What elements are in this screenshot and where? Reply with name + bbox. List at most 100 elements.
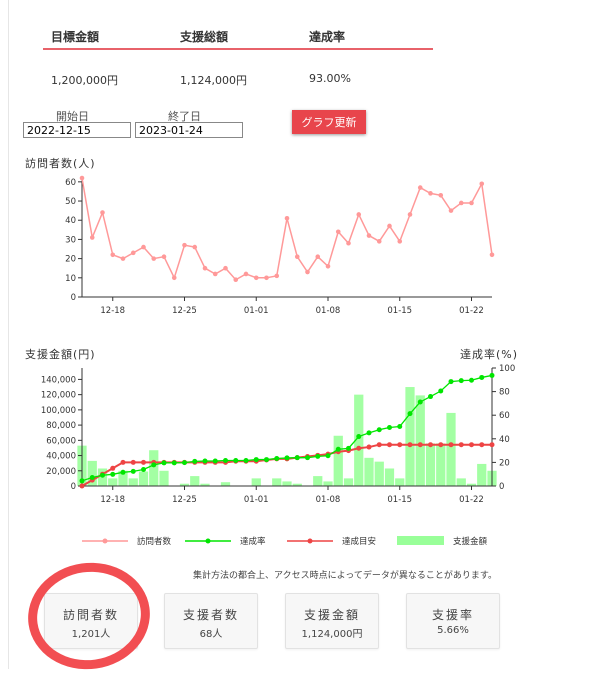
rate-point — [458, 378, 464, 384]
amount-bar — [436, 443, 446, 486]
visitors-point — [243, 271, 249, 277]
visitors-point — [438, 192, 444, 198]
visitors-point — [315, 254, 321, 259]
target-point — [130, 459, 136, 465]
target-point — [417, 442, 423, 448]
amount-bar — [415, 395, 425, 486]
card-visitors[interactable]: 訪問者数 1,201人 — [44, 593, 138, 649]
amount-bar — [477, 463, 487, 486]
y-tick-label: 40 — [65, 216, 76, 226]
aggregation-note: 集計方法の都合上、アクセス時点によってデータが異なることがあります。 — [193, 571, 497, 581]
x-tick-label: 01-08 — [316, 306, 341, 316]
amount-bar — [354, 394, 364, 486]
rate-point — [397, 424, 403, 430]
target-point — [356, 445, 362, 451]
visitors-point — [397, 239, 403, 244]
y2-tick-label: 0 — [499, 482, 504, 492]
visitors-point — [79, 175, 85, 181]
update-graph-button[interactable]: グラフ更新 — [292, 110, 366, 134]
rate-point — [305, 455, 310, 461]
visitors-point — [469, 200, 474, 206]
amount-bar — [108, 478, 118, 486]
visitors-point — [171, 275, 177, 281]
y-tick-label: 0 — [71, 293, 76, 303]
rate-point — [130, 468, 136, 474]
rate-point — [192, 458, 198, 464]
visitors-point — [284, 216, 290, 221]
x-tick-label: 01-22 — [459, 495, 484, 505]
chart-legend: 訪問者数 達成率 達成目安 支援金額 — [82, 536, 488, 547]
rate-point — [325, 453, 331, 459]
rate-point — [233, 458, 239, 464]
amount-bar — [374, 461, 384, 486]
rate-point — [387, 424, 392, 430]
visitors-point — [325, 263, 331, 269]
x-tick-label: 01-01 — [244, 306, 269, 316]
rate-point — [469, 377, 474, 383]
rate-point — [120, 469, 126, 475]
rate-point — [438, 388, 444, 394]
rate-point — [141, 466, 146, 472]
rate-point — [212, 458, 218, 464]
amount-bar — [138, 471, 149, 486]
end-date-label: 終了日 — [168, 110, 201, 123]
rate-point — [284, 455, 290, 461]
y2-tick-label: 20 — [499, 458, 510, 468]
visitors-point — [120, 256, 126, 261]
visitors-point — [202, 265, 208, 271]
visitors-point — [233, 277, 239, 283]
target-point — [120, 459, 126, 465]
amount-bar — [425, 443, 436, 486]
legend-amount: 支援金額 — [397, 536, 488, 547]
visitors-point — [356, 212, 362, 217]
rate-point — [253, 457, 259, 463]
amount-bar — [251, 478, 261, 486]
stat-total: 支援総額 1,124,000円 — [172, 28, 304, 88]
x-tick-label: 12-25 — [172, 495, 197, 505]
card-amount[interactable]: 支援金額 1,124,000円 — [285, 593, 379, 649]
rate-point — [110, 471, 116, 477]
visitors-point — [479, 181, 485, 187]
amount-bar — [292, 483, 302, 486]
visitors-point — [161, 254, 167, 259]
target-point — [438, 442, 444, 448]
target-point — [489, 442, 495, 448]
card-support-rate[interactable]: 支援率 5.66% — [406, 593, 500, 649]
target-point — [141, 459, 146, 465]
visitors-point — [387, 223, 392, 229]
amount-bar — [456, 478, 466, 486]
end-date-input[interactable] — [135, 122, 243, 138]
target-point — [407, 442, 413, 448]
amount-bar — [220, 482, 231, 486]
visitors-chart-title: 訪問者数(人) — [25, 157, 96, 170]
y2-tick-label: 80 — [499, 388, 510, 398]
visitors-point — [223, 265, 228, 271]
amount-bar — [272, 478, 282, 486]
card-supporters[interactable]: 支援者数 68人 — [164, 593, 258, 649]
y-tick-label: 100,000 — [41, 406, 76, 416]
amount-bar — [405, 387, 415, 486]
visitors-point — [294, 254, 300, 259]
sidebar-edge — [8, 0, 9, 669]
start-date-input[interactable] — [23, 122, 131, 138]
amount-bar — [179, 483, 190, 486]
stat-goal: 目標金額 1,200,000円 — [43, 28, 175, 88]
amount-bar — [446, 412, 456, 486]
amount-bar — [313, 476, 323, 486]
target-point — [448, 442, 454, 448]
visitors-point — [458, 200, 464, 206]
amount-bar — [190, 476, 200, 486]
visitors-point — [182, 242, 187, 248]
x-tick-label: 01-08 — [316, 495, 341, 505]
target-point — [458, 442, 464, 448]
rate-point — [417, 399, 423, 405]
amount-bar — [466, 483, 477, 486]
rate-point — [274, 456, 280, 462]
target-point — [387, 442, 392, 448]
target-point — [469, 442, 474, 448]
rate-point — [264, 457, 269, 463]
rate-point — [223, 458, 228, 464]
y-tick-label: 40,000 — [46, 452, 76, 462]
rate-axis-title: 達成率(%) — [460, 348, 519, 361]
visitors-point — [305, 269, 310, 275]
